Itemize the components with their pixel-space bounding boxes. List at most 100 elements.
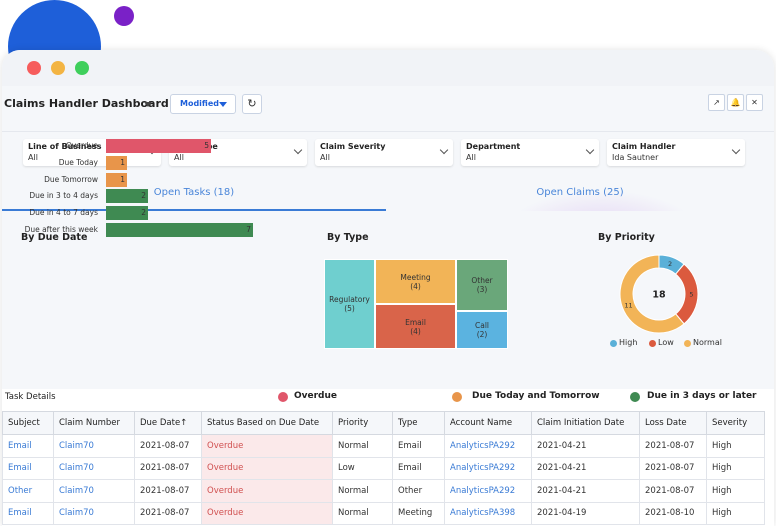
treemap-label: Meeting	[400, 272, 431, 282]
bar-value-label: 1	[120, 174, 125, 184]
table-cell[interactable]: AnalyticsPA292	[444, 456, 532, 480]
bar-label: Overdue	[65, 141, 98, 150]
legend-dot	[684, 340, 691, 347]
table-row[interactable]: Email Claim70 2021-08-07 Overdue Low Email Ana…	[2, 456, 765, 480]
table-cell: Other	[392, 479, 445, 503]
table-cell: 2021-08-07	[134, 456, 202, 480]
bar[interactable]: 5	[106, 139, 211, 153]
column-header[interactable]: Severity	[706, 411, 765, 435]
legend-dot	[649, 340, 656, 347]
table-cell: 2021-04-21	[531, 479, 640, 503]
treemap-value: (2)	[476, 330, 488, 339]
column-header[interactable]: Claim Number	[53, 411, 135, 435]
donut-total: 18	[652, 290, 666, 301]
table-cell: Normal	[332, 501, 393, 525]
bar-label: Due in 4 to 7 days	[29, 208, 98, 218]
close-window-button[interactable]	[27, 61, 41, 75]
legend-dot	[610, 340, 617, 347]
table-cell[interactable]: Email	[2, 456, 54, 480]
bar[interactable]: 1	[106, 172, 127, 187]
minimize-window-button[interactable]	[51, 61, 65, 75]
table-cell: Email	[392, 456, 445, 480]
column-header[interactable]: Priority	[332, 411, 393, 435]
treemap-cell[interactable]: Call (2)	[456, 311, 508, 349]
table-cell[interactable]: Other	[2, 479, 54, 503]
bar[interactable]: 2	[106, 189, 148, 204]
donut-slice-label: 5	[689, 291, 693, 299]
tab-open-claims[interactable]: Open Claims (25)	[386, 176, 774, 211]
filter-value: All	[320, 153, 330, 162]
bell-icon[interactable]: 🔔	[727, 94, 744, 111]
donut-slice[interactable]	[675, 263, 699, 325]
treemap-cell[interactable]: Other (3)	[456, 259, 508, 311]
column-header[interactable]: Subject	[2, 411, 54, 435]
table-cell: 2021-08-07	[134, 434, 202, 458]
column-header[interactable]: Claim Initiation Date	[531, 411, 640, 435]
chevron-down-icon	[439, 145, 449, 155]
tab-open-tasks[interactable]: Open Tasks (18)	[2, 176, 386, 211]
column-header[interactable]: Due Date↑	[134, 411, 202, 435]
filter-value: All	[466, 153, 476, 162]
column-header[interactable]: Loss Date	[639, 411, 707, 435]
maximize-window-button[interactable]	[75, 61, 89, 75]
donut-slice[interactable]	[619, 254, 685, 334]
table-cell[interactable]: AnalyticsPA398	[444, 501, 532, 525]
chevron-down-icon[interactable]	[144, 102, 152, 107]
table-cell: High	[706, 434, 765, 458]
chevron-down-icon	[585, 145, 595, 155]
treemap-cell[interactable]: Meeting (4)	[375, 259, 456, 304]
decorative-purple-circle	[114, 6, 134, 26]
chart-title-type: By Type	[327, 232, 369, 243]
table-cell: 2021-08-10	[639, 501, 707, 525]
table-cell[interactable]: AnalyticsPA292	[444, 479, 532, 503]
table-cell[interactable]: Email	[2, 434, 54, 458]
table-cell: Overdue	[201, 479, 333, 503]
table-cell[interactable]: Claim70	[53, 434, 135, 458]
bar-value-label: 2	[141, 191, 146, 201]
refresh-icon[interactable]: ↻	[242, 94, 262, 114]
legend-label: High	[619, 338, 638, 347]
table-row[interactable]: Other Claim70 2021-08-07 Overdue Normal Other…	[2, 479, 765, 503]
table-row[interactable]: Email Claim70 2021-08-07 Overdue Normal Email…	[2, 434, 765, 458]
legend-dot-due-later	[630, 392, 640, 402]
bar-label: Due Today	[58, 157, 98, 167]
dashboard-title[interactable]: Claims Handler Dashboard	[4, 97, 169, 110]
close-icon[interactable]: ✕	[746, 94, 763, 111]
table-cell: Overdue	[201, 501, 333, 525]
table-cell: 2021-04-21	[531, 456, 640, 480]
column-header[interactable]: Type	[392, 411, 445, 435]
filter-claim-severity[interactable]: Claim Severity All	[315, 139, 453, 166]
table-cell: High	[706, 456, 765, 480]
treemap-value: (4)	[410, 326, 421, 336]
treemap-label: Call	[474, 321, 489, 330]
filter-claim-handler[interactable]: Claim Handler Ida Sautner	[607, 139, 745, 166]
table-cell: High	[706, 501, 765, 525]
bar[interactable]: 1	[106, 155, 127, 170]
table-cell: Meeting	[392, 501, 445, 525]
filter-department[interactable]: Department All	[461, 139, 599, 166]
legend-dot-overdue	[278, 392, 288, 402]
table-cell[interactable]: Claim70	[53, 479, 135, 503]
chart-title-priority: By Priority	[598, 232, 655, 243]
table-cell[interactable]: AnalyticsPA292	[444, 434, 532, 458]
column-header[interactable]: Status Based on Due Date	[201, 411, 333, 435]
table-cell[interactable]: Claim70	[53, 456, 135, 480]
table-cell: Overdue	[201, 434, 333, 458]
modified-dropdown-button[interactable]: Modified	[170, 94, 236, 114]
external-link-icon[interactable]: ↗	[708, 94, 725, 111]
treemap-cell[interactable]: Email (4)	[375, 304, 456, 349]
treemap-value: (3)	[476, 285, 488, 294]
bar[interactable]: 7	[106, 223, 253, 237]
table-cell: Low	[332, 456, 393, 480]
table-cell: 2021-08-07	[134, 501, 202, 525]
treemap-cell[interactable]: Regulatory (5)	[324, 259, 375, 349]
legend-due-today: Due Today and Tomorrow	[472, 391, 600, 401]
bar[interactable]: 2	[106, 206, 148, 221]
table-row[interactable]: Email Claim70 2021-08-07 Overdue Normal Meeti…	[2, 501, 765, 525]
column-header[interactable]: Account Name	[444, 411, 532, 435]
table-cell: Email	[392, 434, 445, 458]
table-cell[interactable]: Email	[2, 501, 54, 525]
donut-slice-label: 2	[668, 260, 672, 268]
table-cell[interactable]: Claim70	[53, 501, 135, 525]
bar-value-label: 5	[204, 141, 209, 150]
